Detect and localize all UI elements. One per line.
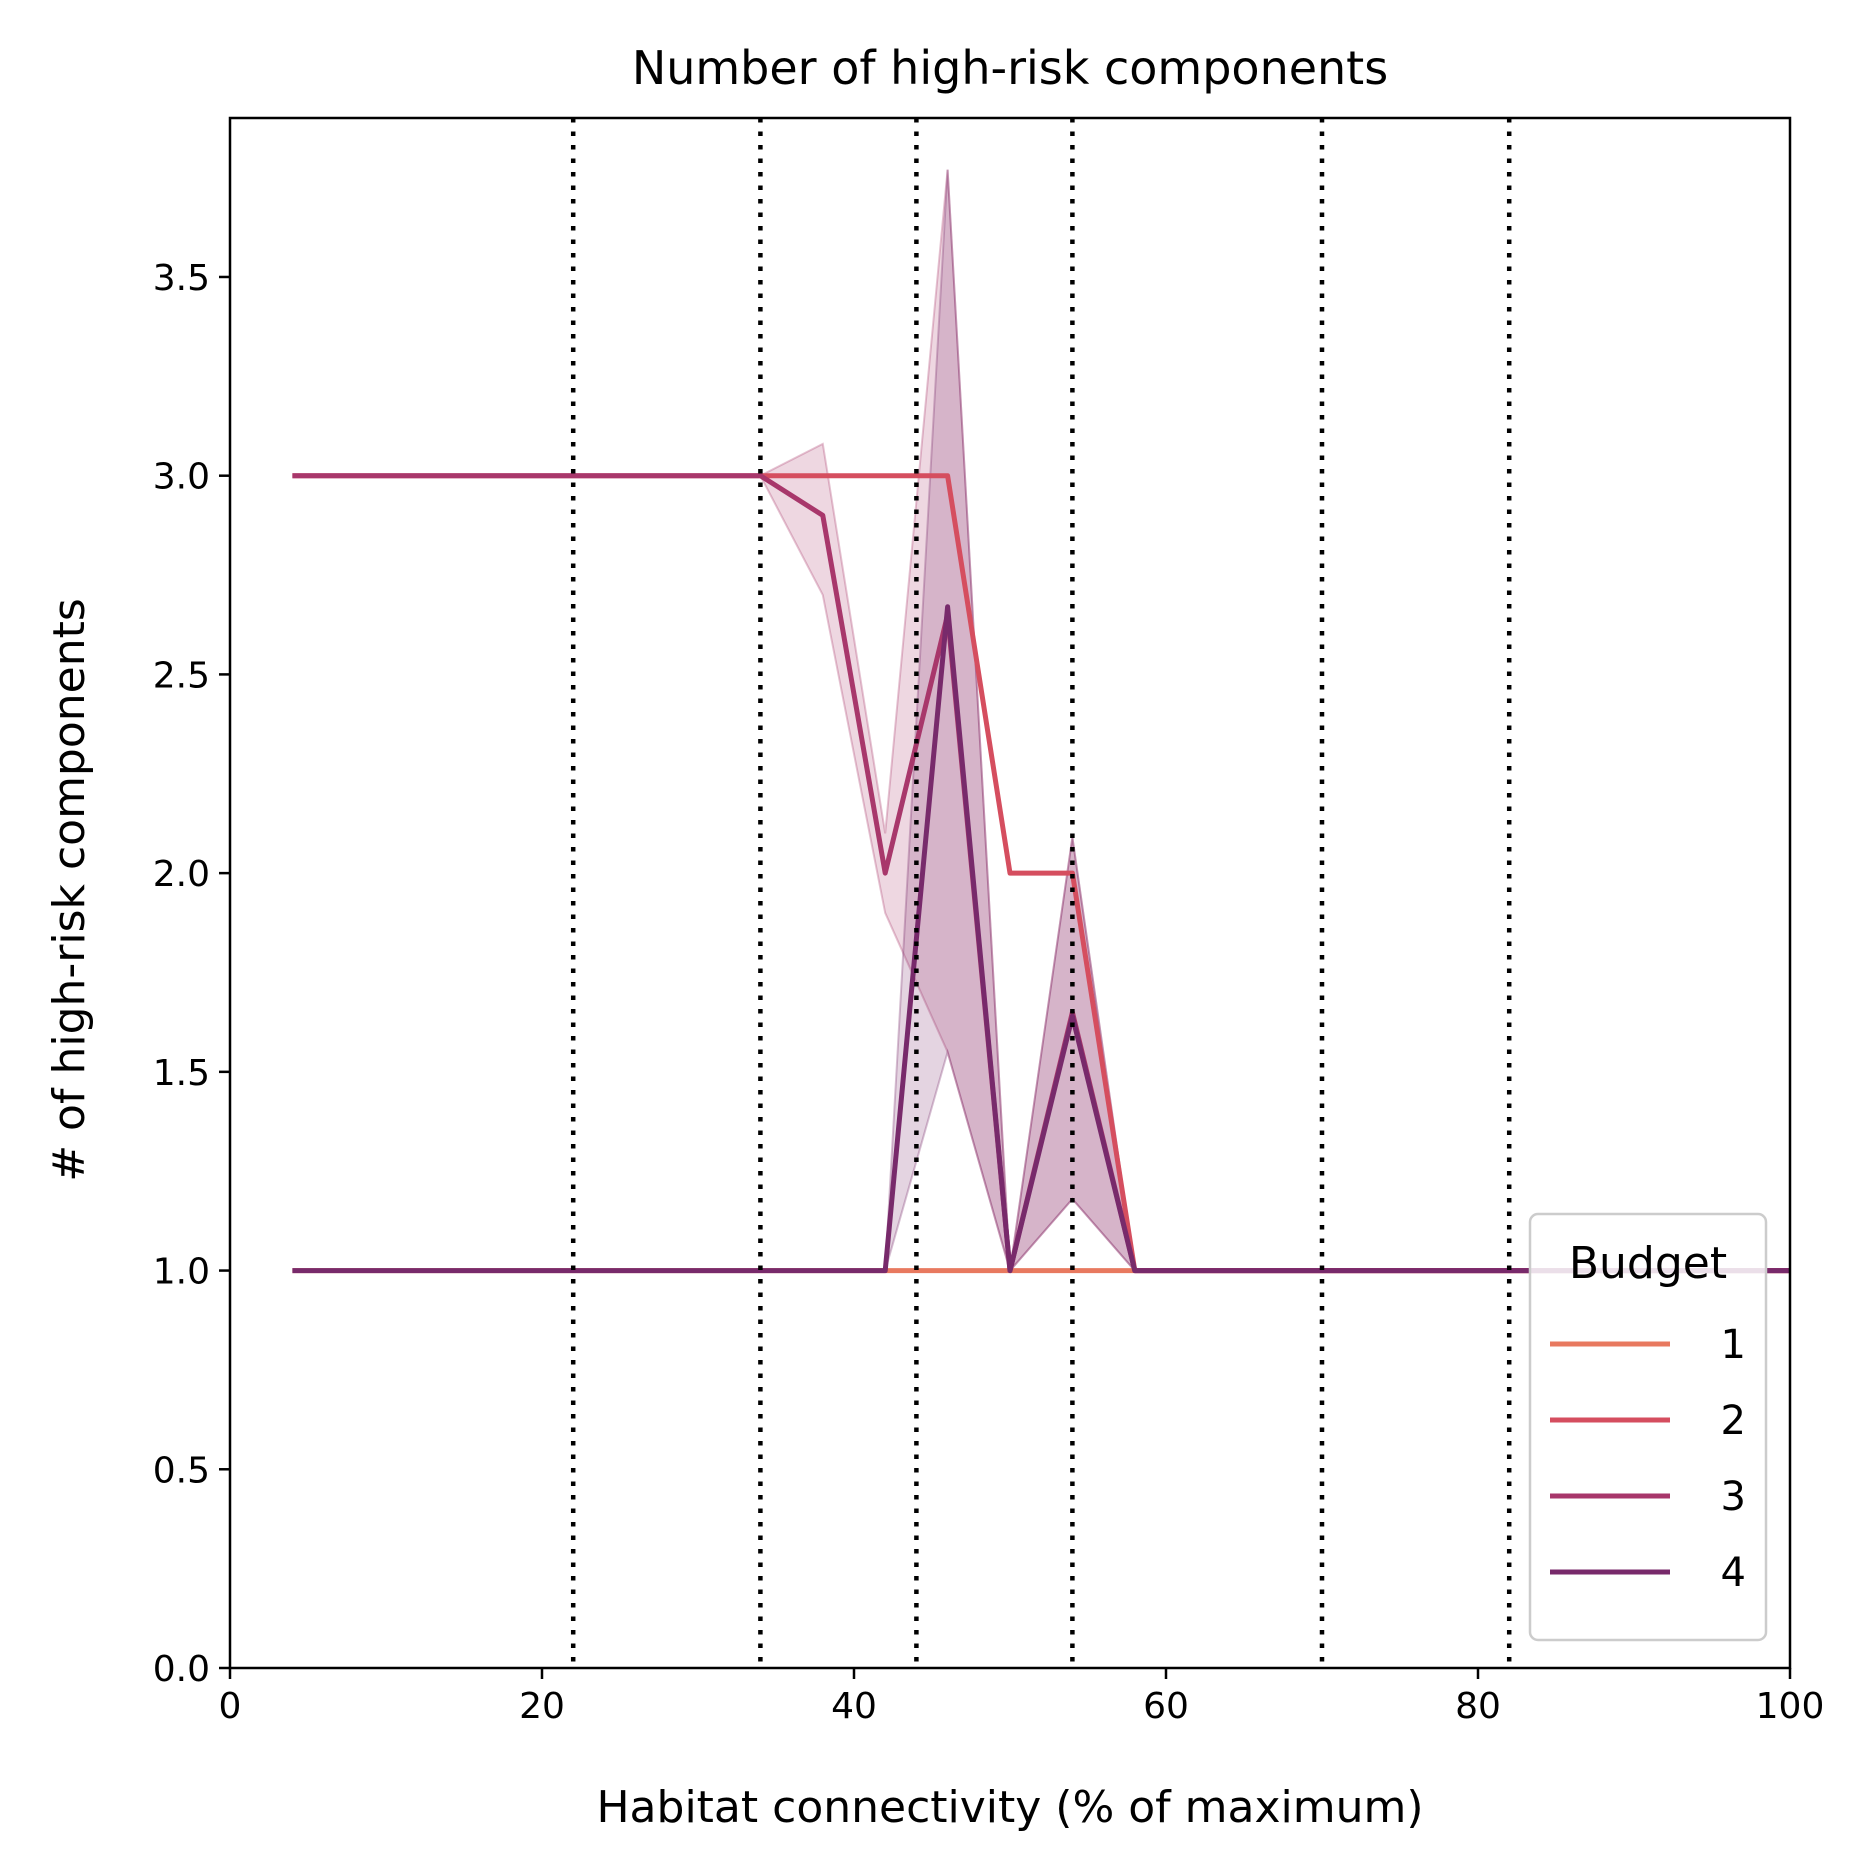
legend-label-budget-2: 2	[1721, 1398, 1746, 1444]
plot-area	[292, 118, 1790, 1668]
axes: 0 20 40 60 80 100 0.0 0.5 1.0 1.5 2.0 2.5 3.0 3.5	[153, 116, 1825, 1727]
x-tick-label: 60	[1143, 1686, 1189, 1727]
confidence-band-budget-4	[292, 169, 1790, 1273]
y-tick-label: 0.5	[153, 1450, 210, 1491]
series-line-budget-4	[292, 604, 1790, 1274]
series-line-budget-2	[292, 473, 1790, 1274]
y-tick-label: 3.5	[153, 258, 210, 299]
y-tick-label: 0.0	[153, 1649, 210, 1690]
x-tick-label: 100	[1756, 1686, 1825, 1727]
x-tick-label: 80	[1455, 1686, 1501, 1727]
y-tick-label: 1.0	[153, 1252, 210, 1293]
legend-label-budget-1: 1	[1721, 1322, 1746, 1368]
y-tick-label: 1.5	[153, 1053, 210, 1094]
legend-title: Budget	[1569, 1238, 1727, 1289]
legend: Budget 1 2 3 4	[1528, 1212, 1768, 1642]
x-axis-label: Habitat connectivity (% of maximum)	[596, 1782, 1423, 1833]
y-tick-label: 2.5	[153, 655, 210, 696]
x-tick-label: 0	[219, 1686, 242, 1727]
y-tick-label: 2.0	[153, 854, 210, 895]
chart-title: Number of high-risk components	[632, 41, 1388, 95]
y-axis-label: # of high-risk components	[44, 598, 95, 1182]
x-tick-label: 40	[831, 1686, 877, 1727]
legend-box	[1528, 1212, 1768, 1642]
x-tick-label: 20	[519, 1686, 565, 1727]
y-tick-label: 3.0	[153, 457, 210, 498]
legend-label-budget-4: 4	[1721, 1550, 1746, 1596]
plot-inner	[292, 169, 1790, 1274]
plot-frame	[228, 116, 1792, 1670]
confidence-band-budget-3	[292, 169, 1790, 1273]
legend-label-budget-3: 3	[1721, 1474, 1746, 1520]
